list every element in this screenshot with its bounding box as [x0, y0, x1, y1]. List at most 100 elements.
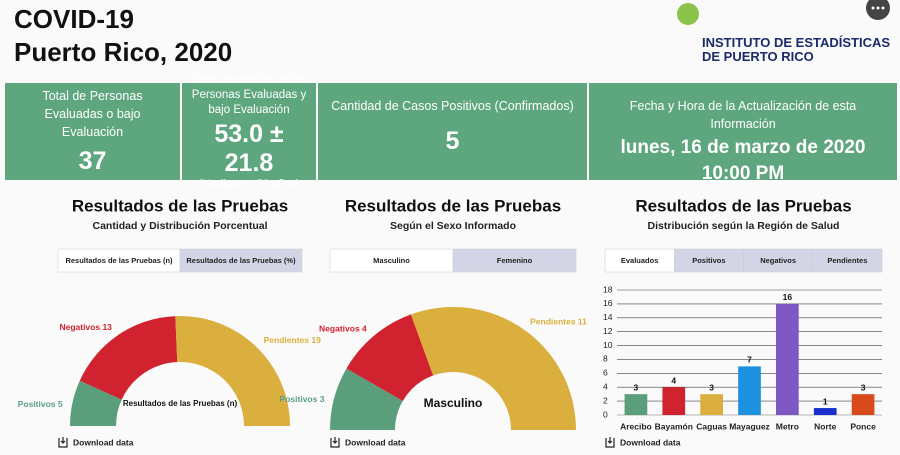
y-tick-label: 8 [603, 354, 608, 364]
value-label: 3 [709, 382, 714, 392]
x-tick-label: Metro [776, 421, 799, 431]
kpi-card: Edad Promedio de las Personas Evaluadas … [182, 74, 316, 190]
tab-label[interactable]: Masculino [373, 256, 410, 265]
tab[interactable]: Resultados de las Pruebas (n) [57, 248, 181, 273]
x-tick-label: Ponce [850, 421, 876, 431]
tab[interactable]: Positivos [674, 248, 744, 273]
data-label: Positivos 5 [18, 399, 63, 409]
label-category: Negativos [59, 322, 100, 332]
download-link[interactable]: Download data [58, 437, 134, 448]
label-value: 4 [362, 324, 367, 334]
title: COVID-19 [14, 4, 134, 34]
x-tick-label: Caguas [696, 421, 727, 431]
kpi-label: Cantidad de Casos Positivos (Confirmados… [331, 99, 574, 113]
logo-text: INSTITUTO DE ESTADÍSTICAS DE PUERTO RICO [702, 36, 890, 64]
tab-label[interactable]: Resultados de las Pruebas (%) [186, 256, 296, 265]
value-label: 3 [634, 382, 639, 392]
bar [813, 408, 837, 415]
bar [738, 366, 761, 415]
chart-title: Resultados de las Pruebas [345, 196, 561, 215]
value-label: 16 [783, 292, 793, 302]
chart-subtitle: Distribución según la Región de Salud [648, 220, 840, 232]
bar [624, 394, 648, 415]
y-tick-label: 4 [603, 381, 608, 391]
kpi-card: Total de Personas Evaluadas o bajo Evalu… [5, 83, 180, 180]
kpi-value: lunes, 16 de marzo de 2020 [620, 137, 866, 158]
tab-background[interactable] [812, 248, 883, 273]
y-tick-label: 6 [603, 368, 608, 378]
y-tick-label: 0 [603, 409, 608, 419]
data-label: Negativos 4 [319, 324, 367, 334]
download-icon[interactable] [330, 437, 340, 448]
center-label: Resultados de las Pruebas (n) [123, 399, 238, 408]
download-label[interactable]: Download data [620, 437, 681, 447]
kpi-label: Total de Personas Evaluadas o bajo Evalu… [42, 89, 143, 139]
download-link[interactable]: Download data [330, 437, 406, 448]
bar [851, 394, 875, 415]
chart-title: Resultados de las Pruebas [72, 196, 288, 215]
y-tick-label: 10 [603, 340, 613, 350]
bar [700, 394, 723, 415]
tab-label[interactable]: Pendientes [827, 256, 867, 265]
logo-line: INSTITUTO DE ESTADÍSTICAS [702, 35, 891, 50]
y-tick-label: 12 [603, 326, 613, 336]
y-tick-label: 18 [603, 284, 613, 294]
tab[interactable]: Masculino [329, 248, 454, 273]
tab[interactable]: Femenino [452, 248, 577, 273]
kpi-value: 53.0 ± 21.8 [214, 120, 284, 177]
label-category: Pendientes [530, 317, 576, 327]
kpi-card: Cantidad de Casos Positivos (Confirmados… [318, 83, 587, 180]
chart-subtitle: Cantidad y Distribución Porcentual [92, 220, 267, 232]
tab-label[interactable]: Evaluados [621, 256, 659, 265]
gauge-segment [410, 307, 576, 430]
kpi-note: (Mediana = 50 años) [198, 178, 300, 190]
value-label: 7 [747, 355, 752, 365]
y-tick-label: 16 [603, 298, 613, 308]
data-label: Negativos 13 [59, 322, 112, 332]
label-category: Positivos [18, 399, 56, 409]
x-tick-label: Bayamón [655, 421, 693, 431]
kpi-value: 37 [78, 147, 107, 175]
gauge-segment [70, 380, 122, 426]
chart-title: Resultados de las Pruebas [635, 196, 851, 215]
label-value: 5 [58, 399, 63, 409]
label-category: Positivos [280, 394, 318, 404]
download-link[interactable]: Download data [605, 437, 681, 448]
tab[interactable]: Evaluados [604, 248, 675, 273]
title: Puerto Rico, 2020 [14, 37, 233, 67]
tab[interactable]: Pendientes [812, 248, 883, 273]
tab-label[interactable]: Resultados de las Pruebas (n) [65, 256, 173, 265]
download-icon[interactable] [605, 437, 615, 448]
data-label: Pendientes 11 [530, 317, 587, 327]
logo-dot [677, 3, 699, 25]
tab[interactable]: Resultados de las Pruebas (%) [179, 248, 303, 273]
tab-label[interactable]: Positivos [692, 256, 725, 265]
download-label[interactable]: Download data [73, 437, 134, 447]
more-button[interactable] [866, 0, 890, 20]
gauge-segment [330, 368, 403, 430]
label-category: Pendientes [264, 335, 310, 345]
kpi-value: 5 [445, 127, 460, 155]
label-value: 13 [102, 322, 112, 332]
kpi-value: 10:00 PM [701, 163, 785, 184]
tab[interactable]: Negativos [743, 248, 813, 273]
value-label: 4 [671, 375, 676, 385]
tab-background[interactable] [452, 248, 577, 273]
x-tick-label: Norte [814, 421, 836, 431]
tab-label[interactable]: Negativos [760, 256, 796, 265]
tab-label[interactable]: Femenino [497, 256, 533, 265]
kpi-label: Fecha y Hora de la Actualización de esta… [629, 99, 857, 131]
tab-background[interactable] [179, 248, 303, 273]
download-icon[interactable] [58, 437, 68, 448]
x-tick-label: Mayaguez [729, 421, 770, 431]
gauge-segment [346, 314, 434, 401]
download-label[interactable]: Download data [345, 437, 406, 447]
logo-line: DE PUERTO RICO [702, 49, 814, 64]
chart-subtitle: Según el Sexo Informado [390, 220, 516, 232]
kpi-label: Edad Promedio de las Personas Evaluadas … [191, 74, 307, 116]
bar [776, 303, 799, 415]
label-value: 19 [311, 335, 321, 345]
gauge-segment [79, 316, 178, 400]
